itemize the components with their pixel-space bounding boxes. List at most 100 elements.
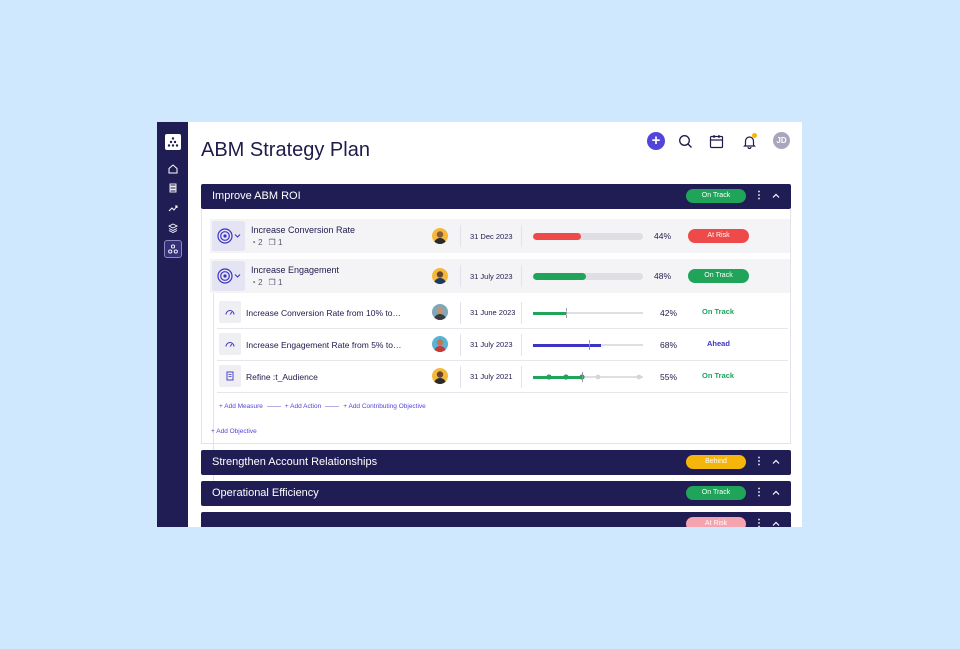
objective-row[interactable]: Increase Engagement ◔ 2 ❐ 1 31 July 2023… <box>210 259 790 293</box>
divider <box>460 334 461 356</box>
avatar[interactable] <box>432 368 448 384</box>
divider <box>325 406 340 407</box>
objective-meta: ◔ 2 ❐ 1 <box>251 278 282 287</box>
chevron-up-icon[interactable] <box>771 190 781 202</box>
bell-icon[interactable] <box>740 132 758 150</box>
divider <box>521 265 522 287</box>
objective-date: 31 July 2023 <box>470 272 513 281</box>
more-options-icon[interactable]: ⋮ <box>754 190 764 201</box>
status-badge: At Risk <box>686 517 746 527</box>
divider <box>521 366 522 388</box>
progress-percent: 48% <box>654 271 672 281</box>
objective-icon[interactable] <box>212 261 245 291</box>
chevron-up-icon[interactable] <box>771 456 781 468</box>
calendar-icon[interactable] <box>707 132 725 150</box>
more-options-icon[interactable]: ⋮ <box>754 487 764 498</box>
section-body: Increase Conversion Rate ◔ 2 ❐ 1 31 Dec … <box>201 209 791 483</box>
more-options-icon[interactable]: ⋮ <box>754 518 764 527</box>
divider <box>521 225 522 247</box>
status-badge: On Track <box>688 269 749 283</box>
more-options-icon[interactable]: ⋮ <box>754 456 764 467</box>
add-measure-link[interactable]: + Add Measure <box>219 403 263 410</box>
chevron-up-icon[interactable] <box>771 487 781 499</box>
document-icon <box>219 365 241 387</box>
page-title: ABM Strategy Plan <box>201 139 370 161</box>
key-result-name: Refine :t_Audience <box>246 372 318 382</box>
key-result-row[interactable]: Increase Engagement Rate from 5% to… 31 … <box>217 329 788 361</box>
progress-fill <box>533 343 602 347</box>
progress-bar <box>533 273 643 280</box>
avatar[interactable] <box>432 336 448 352</box>
divider <box>460 302 461 324</box>
objective-icon[interactable] <box>212 221 245 251</box>
divider <box>521 302 522 324</box>
progress-fill <box>533 233 582 240</box>
section-title: Strengthen Account Relationships <box>212 456 378 468</box>
objective-row[interactable]: Increase Conversion Rate ◔ 2 ❐ 1 31 Dec … <box>210 219 790 253</box>
section-header-improve-abm-roi[interactable]: Improve ABM ROI On Track ⋮ <box>201 184 791 209</box>
progress-bar <box>533 372 643 382</box>
progress-bar <box>533 308 643 318</box>
target-marker <box>566 308 567 318</box>
divider <box>460 265 461 287</box>
measures-value: 2 <box>258 238 263 247</box>
key-result-name: Increase Conversion Rate from 10% to… <box>246 308 401 318</box>
status-text: On Track <box>702 307 735 316</box>
key-result-name: Increase Engagement Rate from 5% to… <box>246 340 402 350</box>
target-marker <box>589 340 590 350</box>
document-icon: ❐ <box>268 238 276 247</box>
gauge-icon: ◔ <box>251 238 256 247</box>
avatar[interactable] <box>432 228 448 244</box>
objective-date: 31 Dec 2023 <box>470 232 513 241</box>
section-title: Operational Efficiency <box>212 487 319 499</box>
add-objective-link[interactable]: + Add Objective <box>211 428 257 435</box>
measures-count: ◔ 2 <box>251 238 263 247</box>
user-avatar[interactable]: JD <box>773 132 790 149</box>
tree-line <box>213 293 214 483</box>
logo-icon[interactable] <box>165 134 181 150</box>
plus-icon[interactable]: + <box>647 132 665 150</box>
actions-count: ❐ 1 <box>269 238 283 247</box>
list-icon[interactable] <box>164 179 182 197</box>
key-result-date: 31 July 2021 <box>470 372 513 381</box>
add-links: + Add Measure + Add Action + Add Contrib… <box>219 403 426 410</box>
home-icon[interactable] <box>164 160 182 178</box>
divider <box>266 406 281 407</box>
status-text: Ahead <box>707 339 730 348</box>
section-header-partial[interactable]: At Risk ⋮ <box>201 512 791 527</box>
trend-icon[interactable] <box>164 199 182 217</box>
key-result-row[interactable]: Refine :t_Audience 31 July 2021 55% On T <box>217 361 788 393</box>
measures-value: 2 <box>258 278 263 287</box>
section-header-operational-efficiency[interactable]: Operational Efficiency On Track ⋮ <box>201 481 791 506</box>
progress-percent: 44% <box>654 231 672 241</box>
gauge-icon <box>219 333 241 355</box>
objective-name: Increase Conversion Rate <box>251 225 356 235</box>
add-action-link[interactable]: + Add Action <box>284 403 322 410</box>
key-result-row[interactable]: Increase Conversion Rate from 10% to… 31… <box>217 297 788 329</box>
progress-percent: 42% <box>660 308 678 318</box>
search-icon[interactable] <box>676 132 694 150</box>
progress-fill <box>533 273 586 280</box>
actions-value: 1 <box>277 238 283 247</box>
add-contributing-objective-link[interactable]: + Add Contributing Objective <box>343 403 426 410</box>
section-header-strengthen-account-relationships[interactable]: Strengthen Account Relationships Behind … <box>201 450 791 475</box>
document-icon: ❐ <box>268 278 276 287</box>
actions-value: 1 <box>277 278 283 287</box>
progress-bar <box>533 233 643 240</box>
section-title: Improve ABM ROI <box>212 190 301 202</box>
status-text: On Track <box>702 371 735 380</box>
actions-count: ❐ 1 <box>269 278 283 287</box>
key-result-date: 31 June 2023 <box>470 308 516 317</box>
hierarchy-icon[interactable] <box>164 240 182 258</box>
progress-percent: 55% <box>660 372 678 382</box>
layers-icon[interactable] <box>164 219 182 237</box>
target-marker <box>582 372 583 382</box>
chevron-up-icon[interactable] <box>771 518 781 527</box>
objective-meta: ◔ 2 ❐ 1 <box>251 238 282 247</box>
status-badge: On Track <box>686 486 746 500</box>
objective-name: Increase Engagement <box>251 265 340 275</box>
status-badge: Behind <box>686 455 746 469</box>
avatar[interactable] <box>432 304 448 320</box>
avatar[interactable] <box>432 268 448 284</box>
progress-bar <box>533 340 643 350</box>
